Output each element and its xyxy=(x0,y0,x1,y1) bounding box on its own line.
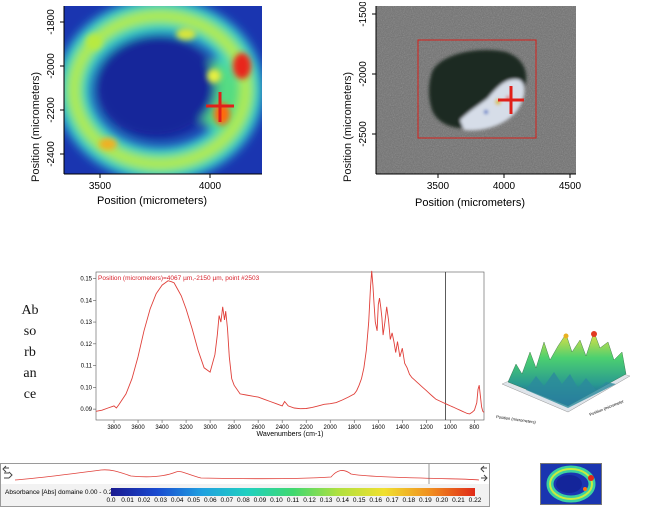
colorbar-tick-label: 0.13 xyxy=(319,497,333,504)
absorbance-line: ce xyxy=(23,387,37,402)
spectrum-ytick-label: 0.14 xyxy=(80,298,92,304)
spectrum-xtick-label: 2800 xyxy=(227,425,241,431)
image-ytick: -2000 xyxy=(358,61,369,87)
colorbar-tick-label: 0.17 xyxy=(385,497,399,504)
colorbar-ticks: 0.0 0.01 0.02 0.03 0.04 0.05 0.06 0.07 0.08 0.09 0… xyxy=(106,497,481,506)
heatmap-xtick: 3500 xyxy=(89,181,112,192)
spectrum-xtick-label: 1600 xyxy=(372,425,386,431)
spectrum-ytick-label: 0.11 xyxy=(81,364,93,370)
colorbar-tick-label: 0.02 xyxy=(137,497,151,504)
colorbar-tick-label: 0.20 xyxy=(435,497,449,504)
colorbar-tick-label: 0.11 xyxy=(286,497,300,504)
colorbar-tick-label: 0.16 xyxy=(369,497,383,504)
heatmap-ytick: -2000 xyxy=(46,53,57,79)
heatmap-ytick: -2200 xyxy=(46,97,57,123)
image-xticks: 3500 4000 4500 xyxy=(427,174,582,192)
heatmap-xtick: 4000 xyxy=(199,181,222,192)
colorbar-tick-label: 0.09 xyxy=(253,497,267,504)
spectrum-xtick-label: 1400 xyxy=(396,425,410,431)
spectrum-xtick-label: 3800 xyxy=(107,425,121,431)
heatmap-ytick: -2400 xyxy=(46,141,57,167)
image-ytick: -1500 xyxy=(358,2,369,27)
colorbar-tick-label: 0.19 xyxy=(419,497,432,504)
spectrum-xtick-label: 800 xyxy=(469,425,480,431)
spectrum-series-line xyxy=(95,270,485,415)
colorbar-tick-label: 0.0 xyxy=(106,497,116,504)
colorbar-tick-label: 0.03 xyxy=(154,497,167,504)
visible-image-panel: -1500 -2000 -2500 3500 4000 4500 Positio… xyxy=(342,2,596,214)
visible-image-plot: -1500 -2000 -2500 3500 4000 4500 Positio… xyxy=(358,2,582,209)
colorbar-tick-label: 0.08 xyxy=(237,497,250,504)
colorbar-tick-label: 0.01 xyxy=(121,497,134,504)
heatmap-xticks: 3500 4000 xyxy=(89,174,222,192)
selection-box xyxy=(417,39,537,139)
spectrum-ytick-label: 0.13 xyxy=(80,320,92,326)
colorbar-tick-label: 0.05 xyxy=(187,497,201,504)
spectrum-panel: Position (micrometers)=4067 µm,-2150 µm,… xyxy=(76,268,486,440)
image-yticks: -1500 -2000 -2500 xyxy=(358,2,376,147)
spectrum-ytick-label: 0.10 xyxy=(80,385,92,391)
spectrum-ytick-label: 0.12 xyxy=(80,342,92,348)
colorbar-tick-label: 0.12 xyxy=(303,497,316,504)
spectrum-xtick-label: 3000 xyxy=(203,425,217,431)
surface-xlabel: Position (micrometers) xyxy=(496,414,537,425)
image-xtick: 3500 xyxy=(427,181,450,192)
colorbar-tick-label: 0.21 xyxy=(452,497,465,504)
colorbar-gradient xyxy=(111,488,475,496)
heatmap-ytick: -1800 xyxy=(46,9,57,35)
absorbance-line: rb xyxy=(24,345,36,360)
spectrum-xtick-label: 1200 xyxy=(420,425,434,431)
spectrum-xlabel: Wavenumbers (cm-1) xyxy=(256,431,323,438)
image-ylabel: Position (micrometers) xyxy=(342,71,354,182)
heatmap-panel: Position (micrometers) xyxy=(30,2,270,212)
spectrum-frame xyxy=(95,271,485,421)
absorbance-line: an xyxy=(23,366,37,381)
spectrum-xtick-label: 2000 xyxy=(324,425,338,431)
spectrum-xtick-label: 1800 xyxy=(348,425,362,431)
colorbar-tick-label: 0.10 xyxy=(270,497,283,504)
spectrum-ytick-label: 0.09 xyxy=(80,407,92,413)
heatmap-xlabel: Position (micrometers) xyxy=(97,195,207,207)
spectrum-xtick-label: 2600 xyxy=(251,425,265,431)
surface-plot: Position (micrometers) Position (microme… xyxy=(496,331,631,425)
spectrum-xtick-label: 1000 xyxy=(444,425,458,431)
image-xtick: 4000 xyxy=(493,181,516,192)
image-xtick: 4500 xyxy=(559,181,582,192)
colorbar-tick-label: 0.07 xyxy=(220,497,234,504)
spectrum-title: Position (micrometers)=4067 µm,-2150 µm,… xyxy=(98,275,260,282)
nav-right-arrows-icon[interactable] xyxy=(480,465,488,482)
spectrum-xtick-label: 3400 xyxy=(155,425,169,431)
spectrum-ytick-label: 0.15 xyxy=(80,277,92,283)
absorbance-side-label: Ab so rb an ce xyxy=(10,300,50,405)
map-thumbnail[interactable] xyxy=(540,463,602,505)
heatmap-plot: -1800 -2000 -2200 -2400 3500 4000 Positi… xyxy=(46,6,262,207)
colorbar-tick-label: 0.04 xyxy=(170,497,184,504)
surface-ylabel: Position (micrometer xyxy=(589,398,625,417)
spectrum-navigator-bar: Absorbance [Abs] domaine 0.00 - 0.23 0.0… xyxy=(0,463,490,507)
colorbar-tick-label: 0.15 xyxy=(352,497,366,504)
colorbar-tick-label: 0.18 xyxy=(402,497,416,504)
image-xlabel: Position (micrometers) xyxy=(415,197,525,209)
surface-panel: Position (micrometers) Position (microme… xyxy=(486,312,638,436)
nav-left-arrows-icon[interactable] xyxy=(2,465,13,479)
absorbance-line: so xyxy=(23,324,37,339)
colorbar-tick-label: 0.14 xyxy=(336,497,349,504)
spectrum-xtick-label: 3200 xyxy=(179,425,193,431)
colorbar-tick-label: 0.06 xyxy=(203,497,217,504)
navigator-overview[interactable] xyxy=(1,464,489,484)
spectrum-xtick-label: 3600 xyxy=(131,425,145,431)
colorbar-tick-label: 0.22 xyxy=(468,497,482,504)
absorbance-line: Ab xyxy=(21,303,39,318)
spectrum-xtick-label: 2400 xyxy=(276,425,290,431)
spectrum-xtick-label: 2200 xyxy=(300,425,314,431)
image-ytick: -2500 xyxy=(358,121,369,147)
heatmap-yticks: -1800 -2000 -2200 -2400 xyxy=(46,9,64,167)
colorbar-label: Absorbance [Abs] domaine 0.00 - 0.23 xyxy=(5,489,116,496)
spectrum-chart: Position (micrometers)=4067 µm,-2150 µm,… xyxy=(80,270,485,438)
